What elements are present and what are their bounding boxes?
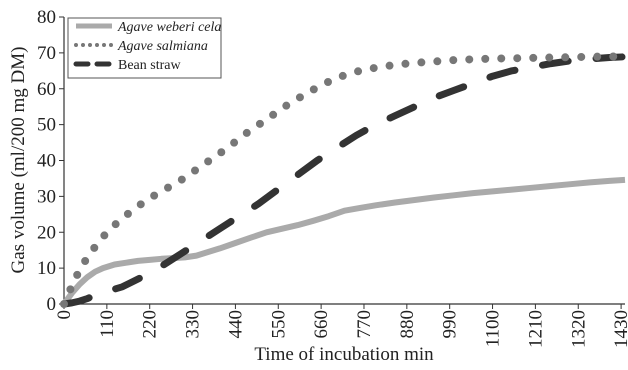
y-tick-label: 60 <box>37 79 56 100</box>
y-tick-label: 20 <box>37 222 56 243</box>
x-ticks: 0 110 220 330 440 550 660 770 880 990 1100 1210 1320… <box>54 304 628 348</box>
series-line-2 <box>60 52 628 308</box>
x-tick-label: 330 <box>183 310 204 339</box>
plot-area: 0 10 20 30 40 50 60 70 80 0 110 220 330 440 550 660 770… <box>37 7 628 348</box>
x-tick-label: 880 <box>397 310 418 339</box>
x-tick-label: 1430 <box>611 310 628 348</box>
y-tick-label: 70 <box>37 43 56 64</box>
series-line-3 <box>60 53 628 308</box>
x-tick-label: 1100 <box>483 310 504 347</box>
y-axis-title: Gas volume (ml/200 mg DM) <box>8 47 29 274</box>
x-tick-label: 440 <box>225 310 246 339</box>
y-tick-label: 30 <box>37 186 56 207</box>
x-tick-label: 1320 <box>568 310 589 348</box>
legend-label-3: Bean straw <box>118 58 181 73</box>
y-tick-label: 0 <box>47 294 57 315</box>
y-tick-label: 50 <box>37 115 56 136</box>
legend-label-1: Agave weberi cela <box>117 20 221 35</box>
x-tick-label: 220 <box>140 310 161 339</box>
legend-items: Agave weberi cela Agave salmiana Bean stra… <box>73 20 221 73</box>
x-tick-label: 0 <box>54 310 75 320</box>
y-tick-label: 40 <box>37 151 56 172</box>
x-axis-title: Time of incubation min <box>254 344 434 365</box>
y-ticks: 0 10 20 30 40 50 60 70 80 <box>37 7 64 315</box>
y-tick-label: 10 <box>37 258 56 279</box>
series-line-1 <box>61 176 626 306</box>
y-tick-label: 80 <box>37 7 56 28</box>
x-tick-label: 550 <box>268 310 289 339</box>
series-layer <box>60 52 628 308</box>
x-tick-label: 660 <box>311 310 332 339</box>
legend-label-2: Agave salmiana <box>117 39 208 54</box>
x-tick-label: 770 <box>354 310 375 339</box>
x-tick-label: 990 <box>440 310 461 339</box>
x-tick-label: 110 <box>97 310 118 338</box>
legend: Agave weberi cela Agave salmiana Bean stra… <box>67 17 222 79</box>
x-tick-label: 1210 <box>525 310 546 348</box>
